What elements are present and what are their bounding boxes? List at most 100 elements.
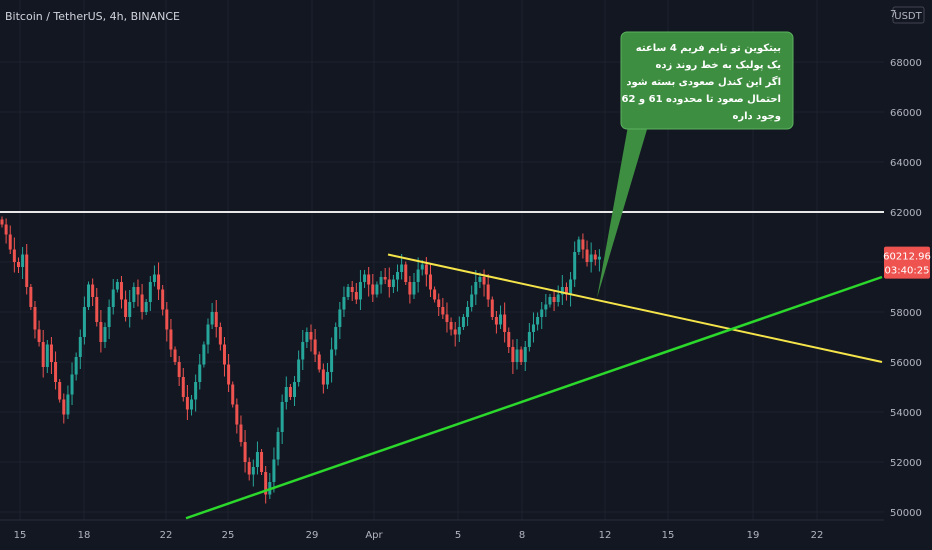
annotation-line-3: اگر این کندل صعودی بسته شود — [626, 77, 781, 88]
candle-body — [573, 252, 577, 280]
annotation-callout-bubble[interactable] — [597, 126, 648, 298]
candle-body — [260, 452, 264, 472]
candle-body — [433, 289, 437, 300]
candle-body — [124, 299, 128, 317]
candle-body — [70, 374, 74, 395]
candle-body — [581, 239, 585, 250]
x-tick-label: 15 — [14, 530, 27, 541]
candle-body — [519, 349, 523, 362]
y-tick-label: 68000 — [890, 58, 922, 69]
candle-body — [37, 329, 41, 342]
y-tick-label: 62000 — [890, 208, 922, 219]
candle-body — [531, 324, 535, 332]
candle-body — [12, 249, 16, 262]
candle-body — [346, 287, 350, 297]
candle-body — [577, 239, 581, 252]
candle-body — [589, 254, 593, 262]
candle-body — [593, 254, 597, 260]
candle-body — [350, 287, 354, 292]
candle-body — [239, 424, 243, 442]
candle-body — [288, 387, 292, 397]
last-price-badge — [884, 246, 930, 279]
candle-body — [548, 297, 552, 305]
y-tick-label: 52000 — [890, 458, 922, 469]
candle-body — [165, 309, 169, 330]
candle-body — [280, 402, 284, 432]
candle-body — [194, 382, 198, 400]
candle-body — [128, 302, 132, 317]
annotation-callout-box[interactable] — [620, 31, 794, 130]
candle-body — [169, 329, 173, 350]
candle-body — [190, 399, 194, 410]
candle-body — [214, 312, 218, 327]
y-tick-label: 58000 — [890, 308, 922, 319]
candle-body — [218, 327, 222, 345]
candle-body — [235, 404, 239, 425]
candle-body — [358, 282, 362, 300]
candle-body — [560, 287, 564, 295]
last-price-label: 60212.96 — [883, 252, 931, 263]
candle-body — [297, 359, 301, 382]
x-tick-label: 12 — [599, 530, 612, 541]
candle-body — [210, 312, 214, 325]
candle-body — [140, 294, 144, 312]
candle-body — [494, 317, 498, 325]
candle-body — [408, 282, 412, 295]
candle-body — [255, 452, 259, 467]
y-tick-label: 56000 — [890, 358, 922, 369]
candle-body — [87, 284, 91, 307]
candle-body — [144, 302, 148, 312]
candle-body — [313, 339, 317, 355]
candle-body — [478, 277, 482, 282]
candle-body — [293, 382, 297, 397]
candle-body — [523, 347, 527, 362]
candle-body — [375, 284, 379, 295]
candle-body — [82, 307, 86, 337]
candle-body — [4, 224, 8, 235]
candle-body — [132, 287, 136, 302]
currency-badge[interactable] — [892, 6, 925, 24]
ascending-trendline[interactable] — [185, 275, 883, 520]
candle-body — [103, 327, 107, 342]
candle-body — [420, 264, 424, 270]
candle-body — [107, 307, 111, 327]
candle-body — [449, 322, 453, 330]
price-axis[interactable]: 5000052000540005600058000600006200064000… — [890, 58, 922, 519]
candle-body — [25, 254, 29, 287]
descending-trendline[interactable] — [387, 253, 883, 363]
x-tick-label: 18 — [78, 530, 91, 541]
candle-body — [330, 349, 334, 372]
candle-body — [173, 349, 177, 362]
candle-body — [119, 282, 123, 300]
candle-body — [354, 292, 358, 300]
candle-body — [33, 307, 37, 330]
candle-body — [540, 309, 544, 317]
currency-label: USDT — [894, 11, 922, 22]
candle-body — [8, 234, 12, 250]
candle-body — [21, 254, 25, 267]
candle-body — [499, 314, 503, 325]
candle-body — [482, 277, 486, 285]
time-axis[interactable]: 15 18 22 25 29 Apr 5 8 12 15 19 22 — [0, 519, 884, 541]
candle-body — [461, 317, 465, 327]
candle-body — [206, 324, 210, 345]
candle-body — [243, 442, 247, 462]
candle-body — [387, 279, 391, 287]
candle-body — [321, 369, 325, 385]
candle-body — [202, 344, 206, 365]
candle-body — [58, 382, 62, 400]
candle-body — [453, 329, 457, 335]
y-tick-label: 50000 — [890, 508, 922, 519]
candle-body — [490, 299, 494, 317]
annotation-line-5: وجود داره — [732, 111, 781, 122]
candle-body — [325, 372, 329, 385]
candle-body — [29, 287, 33, 307]
candle-body — [585, 249, 589, 262]
y-tick-label: 54000 — [890, 408, 922, 419]
candle-body — [383, 277, 387, 280]
candle-body — [231, 384, 235, 405]
x-tick-label: 5 — [455, 530, 461, 541]
candle-body — [342, 297, 346, 310]
y-tick-label: 64000 — [890, 158, 922, 169]
